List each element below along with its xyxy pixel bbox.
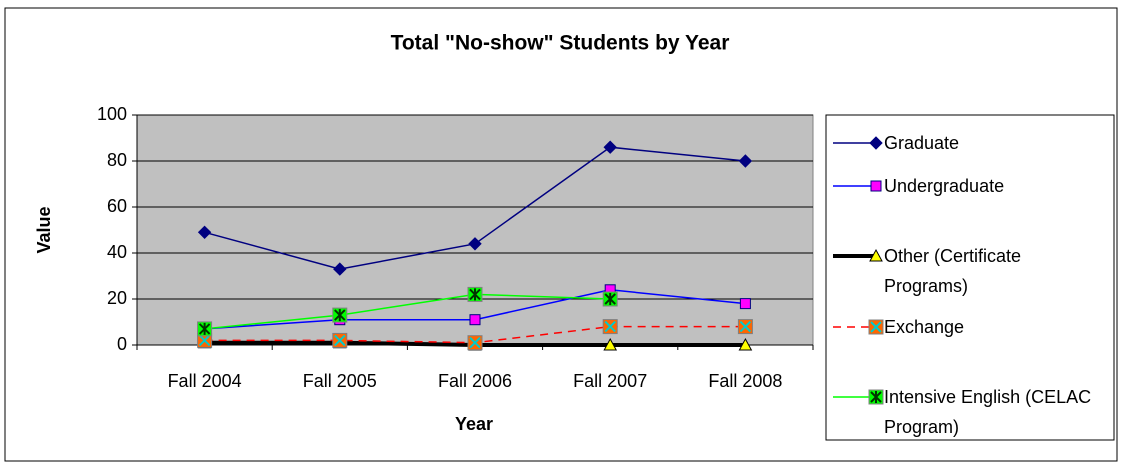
x-tick-label: Fall 2004 — [168, 371, 242, 391]
marker — [603, 337, 618, 351]
marker — [602, 319, 618, 335]
marker — [467, 286, 483, 302]
marker-part — [468, 237, 482, 251]
y-tick-label: 20 — [107, 288, 127, 308]
marker-part — [869, 136, 883, 150]
marker — [332, 307, 348, 323]
series-line — [204, 293, 611, 330]
marker-part — [197, 225, 212, 240]
marker — [467, 335, 483, 351]
x-tick-label: Fall 2007 — [573, 371, 647, 391]
marker — [869, 248, 883, 262]
marker — [332, 332, 348, 348]
marker — [197, 321, 213, 337]
y-axis-title: Value — [34, 206, 54, 253]
marker — [737, 319, 753, 335]
marker — [868, 389, 884, 405]
marker — [197, 332, 213, 348]
y-tick-label: 0 — [117, 334, 127, 354]
marker — [739, 298, 751, 310]
marker-part — [739, 298, 751, 310]
plot-area — [136, 114, 814, 346]
marker — [469, 314, 481, 326]
marker-part — [870, 321, 882, 333]
legend-box — [825, 114, 1115, 441]
y-tick-label: 80 — [107, 150, 127, 170]
x-tick-label: Fall 2006 — [438, 371, 512, 391]
marker-part — [869, 248, 883, 262]
marker — [868, 319, 884, 335]
marker-part — [469, 336, 481, 349]
marker-part — [603, 337, 618, 351]
marker-part — [198, 322, 211, 335]
x-tick-label: Fall 2005 — [303, 371, 377, 391]
legend-label: Other (Certificate Programs) — [884, 246, 1022, 296]
marker — [738, 337, 753, 351]
legend-label: Undergraduate — [884, 176, 1005, 196]
marker-part — [604, 320, 616, 333]
marker — [197, 225, 212, 240]
marker-part — [604, 293, 616, 305]
legend-label: Intensive English (CELAC Program) — [884, 387, 1092, 437]
marker-part — [469, 288, 481, 301]
marker-part — [739, 320, 752, 333]
marker — [603, 140, 617, 154]
marker-part — [469, 314, 481, 326]
x-axis-title: Year — [455, 414, 493, 434]
y-tick-label: 60 — [107, 196, 127, 216]
marker-part — [333, 262, 347, 276]
marker-part — [870, 180, 882, 192]
chart-title: Total "No-show" Students by Year — [391, 32, 730, 55]
marker-part — [603, 140, 617, 154]
marker-part — [198, 334, 211, 347]
marker — [869, 136, 883, 150]
y-tick-label: 100 — [97, 104, 127, 124]
marker-part — [334, 309, 346, 322]
marker-part — [870, 391, 882, 403]
marker — [602, 291, 618, 307]
marker-part — [738, 154, 753, 168]
marker — [333, 262, 347, 276]
marker-part — [738, 337, 753, 351]
x-tick-label: Fall 2008 — [708, 371, 782, 391]
marker — [738, 154, 753, 168]
marker — [468, 237, 482, 251]
marker-part — [334, 334, 346, 347]
legend-label: Graduate — [884, 133, 960, 153]
marker — [870, 180, 882, 192]
legend-label: Exchange — [884, 317, 965, 337]
y-tick-label: 40 — [107, 242, 127, 262]
